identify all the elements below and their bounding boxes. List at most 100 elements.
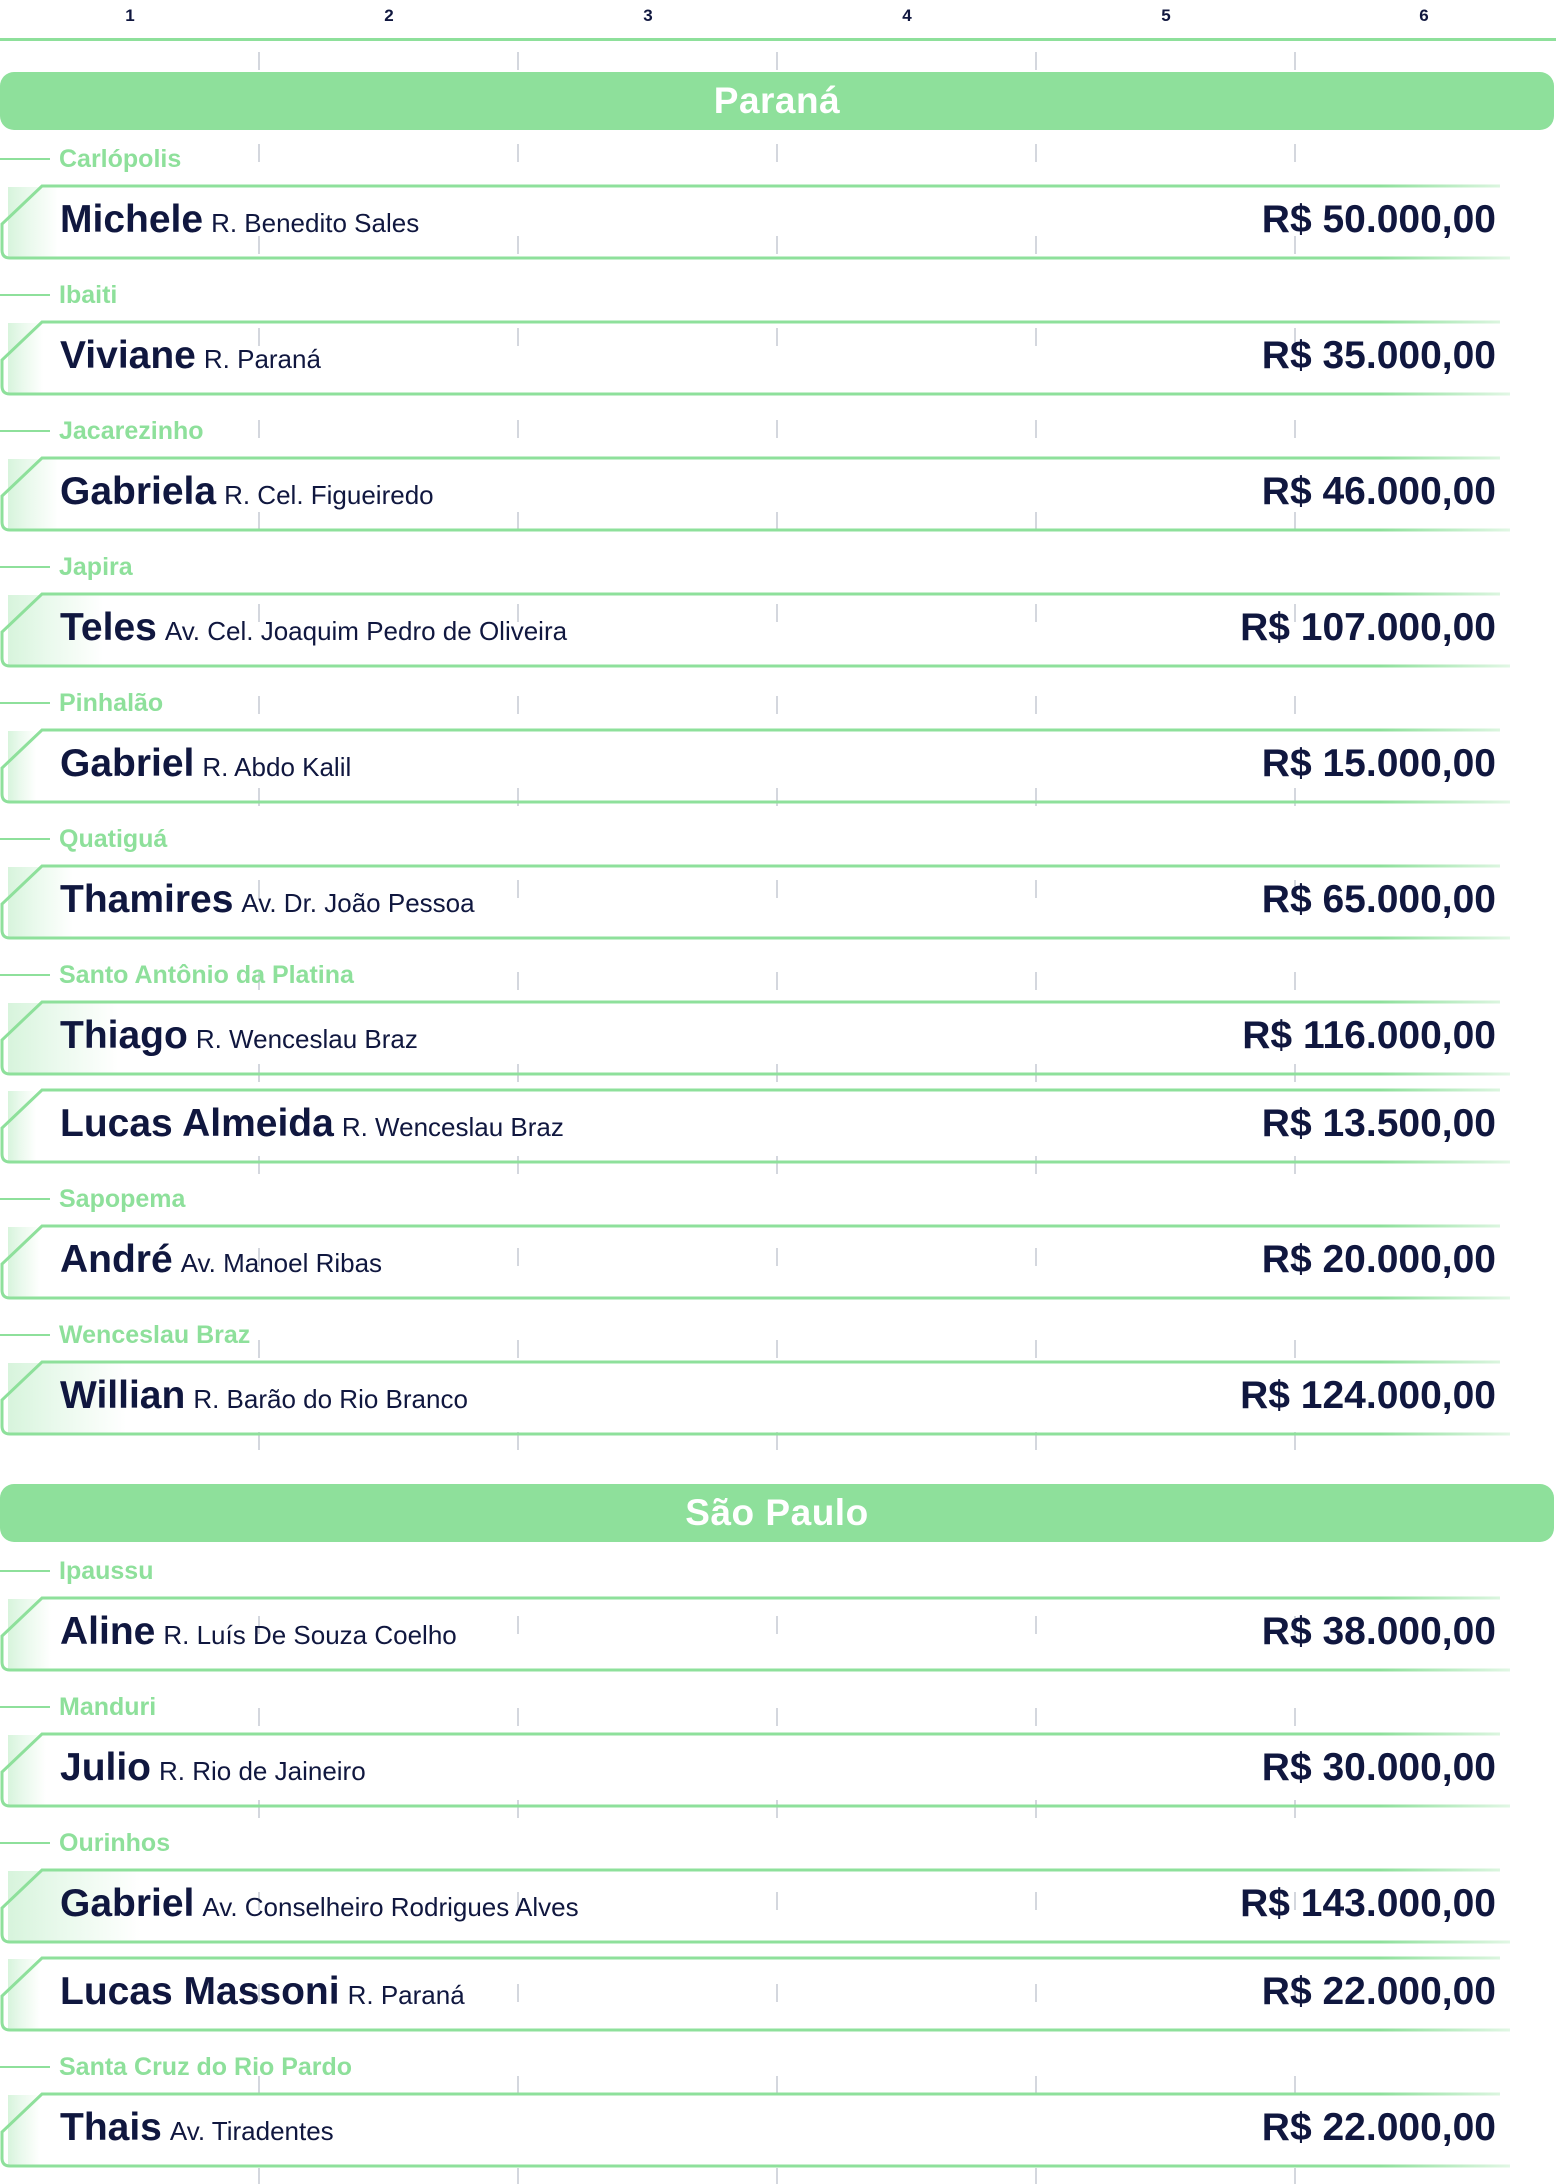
person-name: Gabriel Av. Conselheiro Rodrigues Alves [60,1882,579,1926]
city-connector [0,2066,50,2068]
ruler-column-5: 5 [1161,6,1171,25]
person-address: Av. Cel. Joaquim Pedro de Oliveira [164,616,568,646]
row-frame [0,1596,1556,1672]
city-name: Ourinhos [59,1828,171,1857]
person-name-text: Lucas Almeida [60,1102,334,1145]
person-row[interactable]: Viviane R. Paraná R$ 35.000,00 [0,320,1556,396]
row-frame [0,1088,1556,1164]
person-row[interactable]: Lucas Massoni R. Paraná R$ 22.000,00 [0,1956,1556,2032]
city-connector [0,158,50,160]
city-connector [0,294,50,296]
person-address: R. Wenceslau Braz [341,1112,564,1142]
city-name: Quatiguá [59,824,168,853]
person-name-text: Viviane [60,334,196,377]
value-bar [8,2095,40,2165]
person-value: R$ 30.000,00 [1261,1746,1496,1789]
row-frame [0,1956,1556,2032]
person-address: R. Benedito Sales [211,208,420,238]
person-value: R$ 124.000,00 [1240,1374,1496,1417]
person-row[interactable]: Teles Av. Cel. Joaquim Pedro de Oliveira R… [0,592,1556,668]
person-name: Michele R. Benedito Sales [60,198,419,242]
person-value: R$ 13.500,00 [1261,1102,1496,1145]
value-bar [8,323,43,393]
city-label: Ibaiti [0,280,117,310]
value-bar [8,1227,40,1297]
person-value: R$ 107.000,00 [1240,606,1496,649]
person-row[interactable]: Thiago R. Wenceslau Braz R$ 116.000,00 [0,1000,1556,1076]
ruler-divider [0,38,1556,41]
city-connector [0,702,50,704]
city-name: Wenceslau Braz [59,1320,251,1349]
row-frame [0,1224,1556,1300]
row-frame [0,320,1556,396]
city-label: Santo Antônio da Platina [0,960,354,990]
person-name-text: André [60,1238,173,1281]
row-frame [0,1868,1556,1944]
person-name: Viviane R. Paraná [60,334,321,378]
person-name: Lucas Almeida R. Wenceslau Braz [60,1102,564,1146]
row-frame [0,184,1556,260]
value-bar [8,187,58,257]
person-address: R. Barão do Rio Branco [193,1384,468,1414]
person-name-text: Thais [60,2106,162,2149]
state-header: Paraná [0,72,1554,130]
person-address: R. Paraná [203,344,321,374]
person-value: R$ 22.000,00 [1261,1970,1496,2013]
person-value: R$ 116.000,00 [1242,1014,1496,1057]
person-row[interactable]: Willian R. Barão do Rio Branco R$ 124.000,… [0,1360,1556,1436]
person-row[interactable]: Thais Av. Tiradentes R$ 22.000,00 [0,2092,1556,2168]
row-frame [0,1732,1556,1808]
person-name: André Av. Manoel Ribas [60,1238,382,1282]
person-name: Thamires Av. Dr. João Pessoa [60,878,475,922]
person-name: Thais Av. Tiradentes [60,2106,334,2150]
person-address: Av. Dr. João Pessoa [241,888,475,918]
row-frame [0,1000,1556,1076]
city-label: Pinhalão [0,688,163,718]
person-row[interactable]: Michele R. Benedito Sales R$ 50.000,00 [0,184,1556,260]
person-address: R. Wenceslau Braz [195,1024,418,1054]
person-name-text: Aline [60,1610,156,1653]
city-name: Santa Cruz do Rio Pardo [59,2052,353,2081]
city-label: Wenceslau Braz [0,1320,250,1350]
person-name: Gabriel R. Abdo Kalil [60,742,351,786]
city-label: Jacarezinho [0,416,204,446]
row-frame [0,728,1556,804]
person-row[interactable]: Gabriela R. Cel. Figueiredo R$ 46.000,00 [0,456,1556,532]
person-name-text: Michele [60,198,204,241]
city-connector [0,1842,50,1844]
city-label: Santa Cruz do Rio Pardo [0,2052,352,2082]
value-bar [8,1091,36,1161]
row-frame [0,864,1556,940]
person-row[interactable]: Julio R. Rio de Jaineiro R$ 30.000,00 [0,1732,1556,1808]
person-name-text: Thamires [60,878,234,921]
person-value: R$ 35.000,00 [1261,334,1496,377]
person-name: Julio R. Rio de Jaineiro [60,1746,366,1790]
state-title: São Paulo [685,1492,869,1533]
city-label: Quatiguá [0,824,167,854]
person-row[interactable]: Aline R. Luís De Souza Coelho R$ 38.000,00 [0,1596,1556,1672]
ruler-column-4: 4 [902,6,912,25]
person-address: R. Luís De Souza Coelho [163,1620,457,1650]
person-row[interactable]: André Av. Manoel Ribas R$ 20.000,00 [0,1224,1556,1300]
person-name-text: Julio [60,1746,152,1789]
city-name: Ibaiti [59,280,118,309]
value-bar [8,1003,118,1073]
city-connector [0,1706,50,1708]
person-name-text: Thiago [60,1014,188,1057]
ruler-column-2: 2 [384,6,394,25]
city-connector [0,566,50,568]
value-bar [8,867,73,937]
city-name: Sapopema [59,1184,186,1213]
person-address: Av. Tiradentes [169,2116,334,2146]
value-bar [8,459,58,529]
city-connector [0,1198,50,1200]
person-value: R$ 22.000,00 [1261,2106,1496,2149]
person-row[interactable]: Gabriel Av. Conselheiro Rodrigues Alves R$… [0,1868,1556,1944]
person-row[interactable]: Gabriel R. Abdo Kalil R$ 15.000,00 [0,728,1556,804]
person-row[interactable]: Thamires Av. Dr. João Pessoa R$ 65.000,00 [0,864,1556,940]
person-row[interactable]: Lucas Almeida R. Wenceslau Braz R$ 13.500,… [0,1088,1556,1164]
city-connector [0,1334,50,1336]
person-name: Thiago R. Wenceslau Braz [60,1014,418,1058]
person-name: Aline R. Luís De Souza Coelho [60,1610,457,1654]
person-address: R. Rio de Jaineiro [159,1756,366,1786]
